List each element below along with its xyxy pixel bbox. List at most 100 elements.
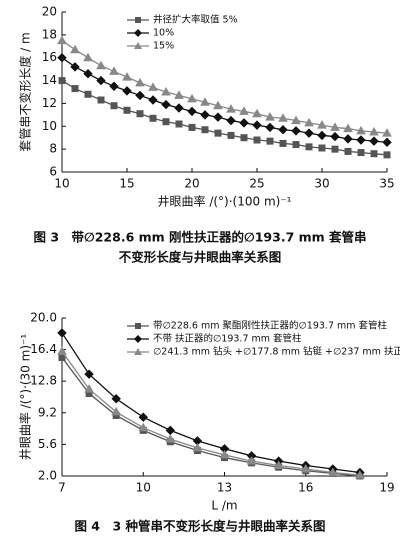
marker	[174, 90, 184, 99]
marker	[304, 128, 314, 138]
marker	[239, 106, 249, 115]
marker	[252, 120, 262, 130]
marker	[304, 117, 314, 127]
marker	[58, 354, 66, 361]
marker	[148, 82, 158, 91]
marker	[253, 136, 261, 144]
marker	[200, 97, 210, 106]
marker	[213, 100, 223, 110]
marker	[227, 131, 235, 139]
x-tick-label: 35	[379, 177, 394, 191]
marker	[200, 110, 210, 120]
marker	[83, 52, 93, 62]
marker	[162, 118, 170, 126]
legend-marker	[135, 323, 141, 329]
legend-marker	[134, 29, 142, 37]
x-tick-label: 25	[249, 177, 264, 191]
marker	[109, 66, 119, 75]
marker	[369, 136, 379, 146]
y-tick-label: 6	[49, 165, 57, 179]
marker	[109, 81, 119, 91]
marker	[278, 125, 288, 135]
series-line	[61, 332, 361, 474]
marker	[84, 384, 94, 393]
marker	[291, 126, 301, 136]
caption: 图 4 3 种管串不变形长度与井眼曲率关系图	[74, 519, 325, 534]
marker	[278, 113, 288, 122]
marker	[192, 442, 203, 452]
marker	[138, 422, 149, 432]
marker	[57, 346, 67, 355]
marker	[201, 126, 209, 134]
y-tick-label: 20	[42, 5, 57, 19]
marker	[214, 129, 222, 137]
legend-label: 带∅228.6 mm 聚酯刚性扶正器的∅193.7 mm 套管柱	[153, 320, 388, 332]
marker	[135, 90, 145, 101]
marker	[343, 123, 353, 133]
x-axis-label: L /m	[211, 499, 237, 513]
marker	[97, 96, 105, 104]
y-tick-label: 5.6	[38, 437, 57, 451]
marker	[292, 141, 300, 149]
marker	[318, 144, 326, 152]
legend-marker	[134, 335, 142, 343]
x-tick-label: 30	[314, 177, 329, 191]
marker	[175, 120, 183, 128]
legend-label: ∅241.3 mm 钻头 +∅177.8 mm 钻铤 +∅237 mm 扶正器	[153, 346, 400, 358]
marker	[330, 131, 340, 142]
marker	[70, 44, 80, 54]
marker	[187, 106, 197, 117]
x-tick-label: 7	[58, 481, 66, 495]
x-tick-label: 16	[298, 481, 313, 495]
marker	[96, 60, 106, 70]
marker	[84, 369, 94, 379]
y-tick-label: 18	[42, 27, 57, 41]
x-tick-label: 15	[119, 177, 134, 191]
marker	[213, 112, 223, 122]
marker	[58, 77, 66, 85]
marker	[96, 75, 106, 86]
marker	[343, 134, 353, 144]
y-tick-label: 12	[42, 96, 57, 110]
y-tick-label: 14	[42, 73, 57, 87]
marker	[265, 112, 275, 121]
x-axis-label: 井眼曲率 /(°)·(100 m)⁻¹	[158, 194, 292, 209]
marker	[83, 69, 93, 79]
marker	[161, 99, 171, 110]
marker	[252, 108, 262, 118]
marker	[357, 149, 365, 157]
series-line	[61, 350, 360, 476]
y-tick-label: 20.0	[30, 311, 57, 325]
marker	[383, 151, 391, 159]
x-tick-label: 10	[136, 481, 151, 495]
y-tick-label: 16.4	[30, 342, 57, 356]
marker	[138, 412, 148, 422]
caption: 不变形长度与井眼曲率关系图	[119, 250, 282, 265]
y-axis-label: 套管串不变形长度 / m	[18, 32, 33, 151]
marker	[110, 102, 118, 110]
y-tick-label: 10	[42, 119, 57, 133]
marker	[226, 115, 236, 126]
marker	[355, 470, 365, 479]
marker	[356, 125, 366, 135]
caption: 图 3 带∅228.6 mm 刚性扶正器的∅193.7 mm 套管串	[33, 230, 366, 245]
marker	[356, 135, 366, 145]
x-tick-label: 13	[217, 481, 232, 495]
marker	[165, 434, 176, 443]
legend-label: 井径扩大率取值 5%	[153, 14, 238, 26]
marker	[70, 62, 80, 72]
x-tick-label: 20	[184, 177, 199, 191]
marker	[219, 449, 230, 459]
marker	[57, 35, 67, 45]
marker	[174, 103, 184, 113]
x-tick-label: 19	[379, 481, 394, 495]
marker	[123, 106, 131, 114]
x-tick-label: 10	[54, 177, 69, 191]
marker	[187, 93, 197, 103]
marker	[382, 137, 392, 147]
marker	[291, 115, 301, 125]
marker	[300, 463, 311, 473]
marker	[327, 467, 338, 476]
